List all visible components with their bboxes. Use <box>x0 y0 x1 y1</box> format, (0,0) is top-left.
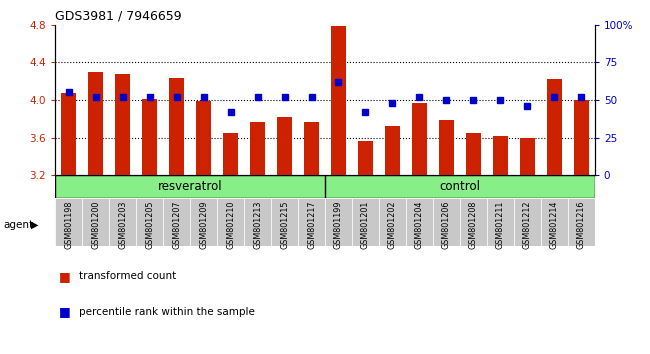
Text: GSM801216: GSM801216 <box>577 201 586 249</box>
Bar <box>406 198 433 246</box>
Text: GSM801204: GSM801204 <box>415 201 424 249</box>
Bar <box>298 198 325 246</box>
Text: resveratrol: resveratrol <box>158 180 222 193</box>
Bar <box>574 100 589 175</box>
Bar <box>466 133 481 175</box>
Text: percentile rank within the sample: percentile rank within the sample <box>79 307 255 316</box>
Bar <box>223 133 238 175</box>
Bar <box>88 72 103 175</box>
Text: GSM801199: GSM801199 <box>334 201 343 249</box>
Text: GSM801205: GSM801205 <box>145 201 154 249</box>
Bar <box>325 198 352 246</box>
Bar <box>385 126 400 175</box>
Text: GSM801202: GSM801202 <box>388 201 397 249</box>
Bar <box>55 175 325 198</box>
Text: GSM801211: GSM801211 <box>496 201 505 249</box>
Bar <box>487 198 514 246</box>
Bar <box>115 74 130 175</box>
Text: ■: ■ <box>58 305 70 318</box>
Bar <box>136 198 163 246</box>
Bar <box>55 198 83 246</box>
Bar <box>190 198 217 246</box>
Text: GSM801206: GSM801206 <box>442 201 451 249</box>
Text: GSM801203: GSM801203 <box>118 201 127 249</box>
Bar <box>271 198 298 246</box>
Bar <box>412 103 427 175</box>
Text: GSM801210: GSM801210 <box>226 201 235 249</box>
Bar <box>433 198 460 246</box>
Text: control: control <box>439 180 480 193</box>
Bar <box>82 198 109 246</box>
Text: GSM801198: GSM801198 <box>64 201 73 249</box>
Text: agent: agent <box>3 220 33 230</box>
Bar <box>196 101 211 175</box>
Bar <box>439 120 454 175</box>
Text: GSM801215: GSM801215 <box>280 201 289 249</box>
Text: ■: ■ <box>58 270 70 282</box>
Bar <box>352 198 379 246</box>
Text: GSM801200: GSM801200 <box>91 201 100 249</box>
Text: transformed count: transformed count <box>79 271 177 281</box>
Text: GSM801213: GSM801213 <box>253 201 262 249</box>
Bar <box>109 198 136 246</box>
Bar <box>568 198 595 246</box>
Text: GSM801217: GSM801217 <box>307 201 316 249</box>
Bar <box>277 117 292 175</box>
Bar <box>325 175 595 198</box>
Text: GDS3981 / 7946659: GDS3981 / 7946659 <box>55 9 182 22</box>
Bar <box>514 198 541 246</box>
Text: GSM801208: GSM801208 <box>469 201 478 249</box>
Bar <box>358 141 373 175</box>
Bar <box>460 198 487 246</box>
Text: GSM801209: GSM801209 <box>199 201 208 249</box>
Bar <box>163 198 190 246</box>
Bar <box>520 137 535 175</box>
Bar <box>541 198 568 246</box>
Text: GSM801201: GSM801201 <box>361 201 370 249</box>
Bar <box>379 198 406 246</box>
Bar <box>331 26 346 175</box>
Bar <box>61 93 76 175</box>
Bar <box>217 198 244 246</box>
Bar <box>169 78 184 175</box>
Text: GSM801212: GSM801212 <box>523 201 532 249</box>
Text: GSM801207: GSM801207 <box>172 201 181 249</box>
Bar <box>304 122 319 175</box>
Bar <box>142 99 157 175</box>
Text: GSM801214: GSM801214 <box>550 201 559 249</box>
Text: ▶: ▶ <box>31 220 39 230</box>
Bar <box>250 122 265 175</box>
Bar <box>547 79 562 175</box>
Bar <box>493 136 508 175</box>
Bar <box>244 198 271 246</box>
